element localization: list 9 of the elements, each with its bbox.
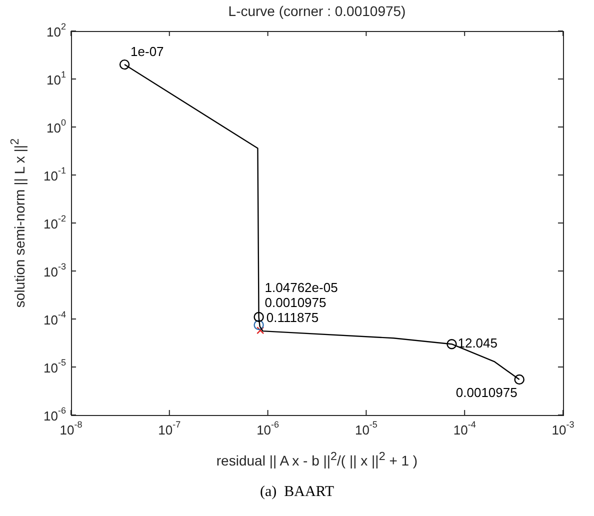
annotation: 0.0010975 <box>456 385 518 400</box>
annotation: 1e-07 <box>130 44 164 60</box>
annotation: 0.111875 <box>266 310 319 325</box>
x-axis-title: residual || A x - b ||$^{2}$/( || x ||$^{2}$ + 1 ) <box>216 450 418 469</box>
chart-title: L-curve (corner : 0.0010975) <box>228 3 406 19</box>
annotation: 1.04762e-05 <box>264 280 338 295</box>
text: (a) BAART <box>258 484 336 501</box>
annotation: 12.045 <box>458 336 498 351</box>
annotation: 0.0010975 <box>264 294 326 310</box>
